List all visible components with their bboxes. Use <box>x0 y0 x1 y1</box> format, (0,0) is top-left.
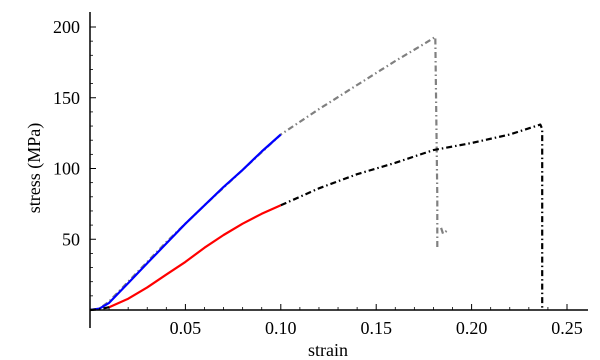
x-tick-label: 0.10 <box>265 318 297 338</box>
y-tick-label: 150 <box>53 88 80 108</box>
x-axis-title: strain <box>308 340 348 360</box>
y-tick-label: 100 <box>53 159 80 179</box>
series-line-3 <box>89 133 282 312</box>
x-tick-label: 0.15 <box>360 318 392 338</box>
y-tick-label: 50 <box>62 229 80 249</box>
y-ticks: 50 100 150 200 <box>53 17 96 297</box>
series-line-4 <box>108 204 282 309</box>
series-layer <box>89 35 544 312</box>
y-axis-title: stress (MPa) <box>24 123 45 214</box>
x-tick-label: 0.20 <box>456 318 488 338</box>
x-tick-label: 0.05 <box>170 318 202 338</box>
x-tick-label: 0.25 <box>551 318 583 338</box>
y-tick-label: 200 <box>53 17 80 37</box>
series-line-1 <box>440 227 450 235</box>
x-ticks: 0.05 0.10 0.15 0.20 0.25 <box>108 304 583 338</box>
series-line-2 <box>280 123 544 310</box>
